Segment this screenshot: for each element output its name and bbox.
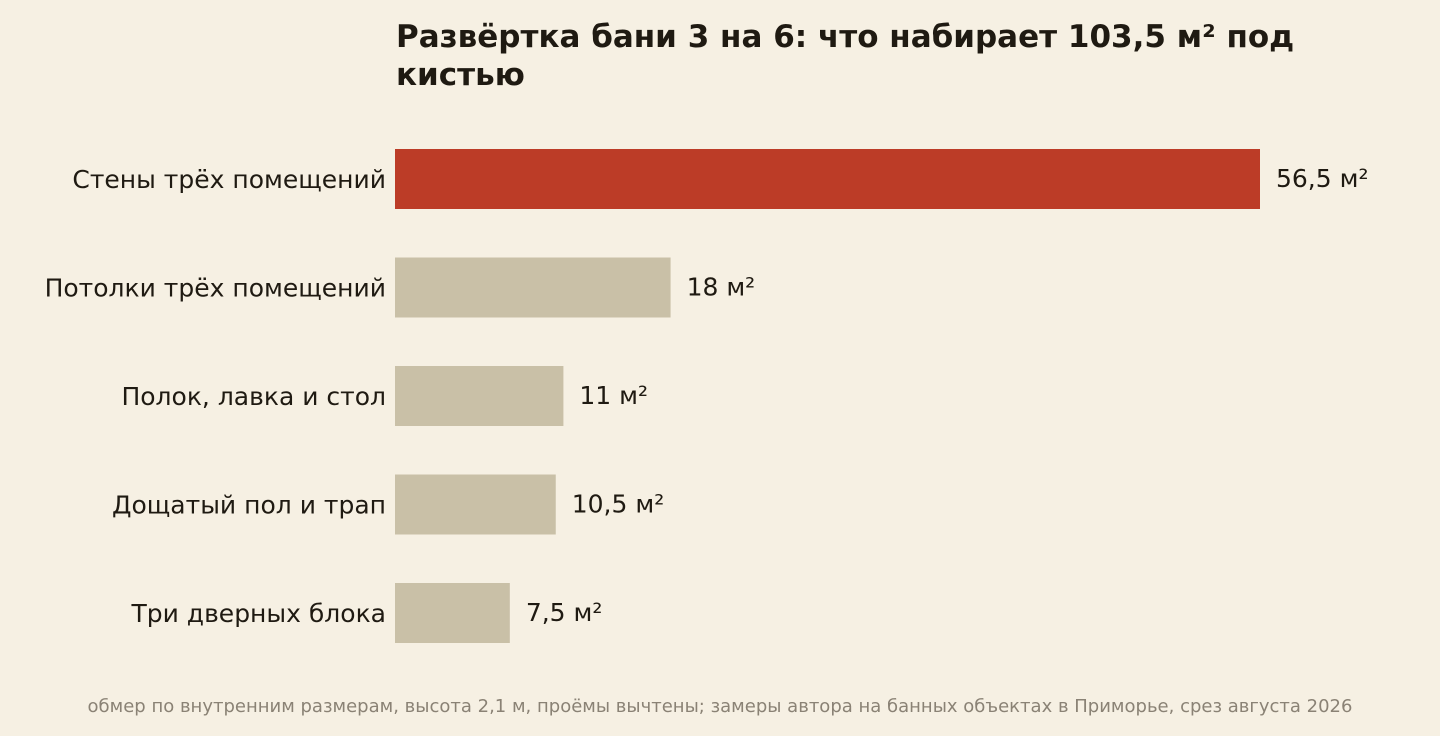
bar xyxy=(395,474,556,535)
bar-group: Потолки трёх помещений 18 м² xyxy=(45,257,756,318)
bar-group: Полок, лавка и стол 11 м² xyxy=(121,366,648,426)
bar-group: Стены трёх помещений 56,5 м² xyxy=(72,149,1369,209)
value-label: 10,5 м² xyxy=(572,490,665,519)
bar-group: Три дверных блока 7,5 м² xyxy=(130,583,602,643)
bar xyxy=(395,366,564,426)
value-label: 11 м² xyxy=(579,381,648,410)
category-label: Стены трёх помещений xyxy=(72,165,386,194)
category-label: Полок, лавка и стол xyxy=(121,382,386,411)
value-label: 18 м² xyxy=(687,273,756,302)
bar xyxy=(395,257,671,318)
source-note: обмер по внутренним размерам, высота 2,1… xyxy=(87,696,1353,717)
bar-chart: Стены трёх помещений 56,5 м² Потолки трёх … xyxy=(45,149,1369,643)
category-label: Три дверных блока xyxy=(130,599,386,628)
value-label: 7,5 м² xyxy=(526,598,603,627)
bar xyxy=(395,583,510,643)
chart-title: Развёртка бани 3 на 6: что набирает 103,… xyxy=(396,19,1295,93)
category-label: Потолки трёх помещений xyxy=(45,274,386,303)
value-label: 56,5 м² xyxy=(1276,164,1369,193)
bar xyxy=(395,149,1260,209)
bar-group: Дощатый пол и трап 10,5 м² xyxy=(112,474,665,535)
category-label: Дощатый пол и трап xyxy=(112,491,386,520)
